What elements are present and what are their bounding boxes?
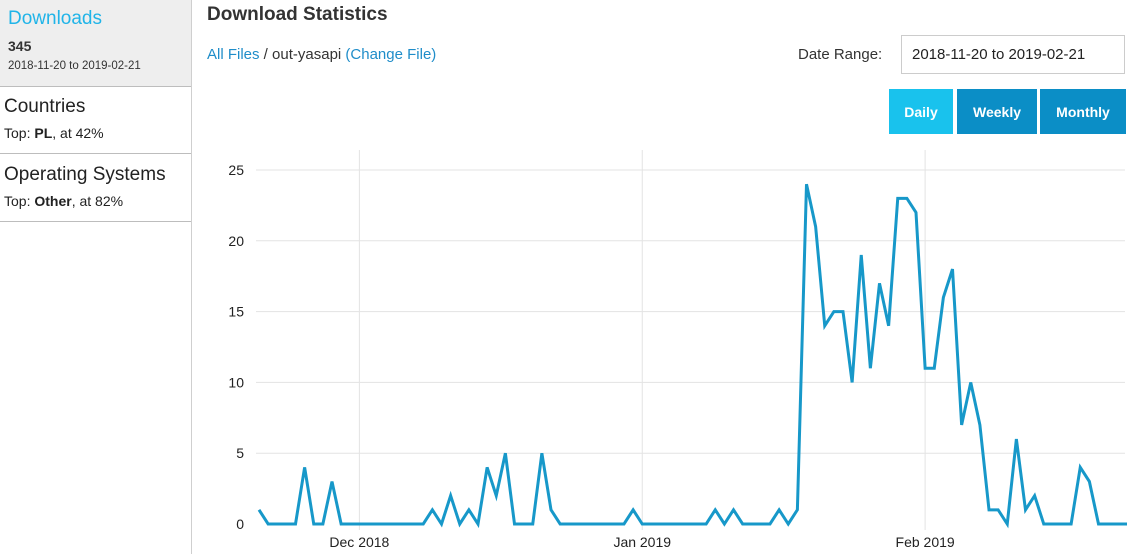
- sidebar-os-title[interactable]: Operating Systems: [4, 164, 166, 185]
- all-files-link[interactable]: All Files: [207, 46, 260, 63]
- monthly-button[interactable]: Monthly: [1040, 89, 1126, 134]
- y-tick-label: 25: [228, 162, 244, 178]
- main-content: Download Statistics All Files / out-yasa…: [193, 0, 1127, 554]
- downloads-count: 345: [8, 38, 32, 54]
- x-tick-label: Dec 2018: [329, 534, 389, 550]
- countries-top-prefix: Top:: [4, 125, 35, 141]
- os-top-prefix: Top:: [4, 193, 35, 209]
- sidebar-countries-title[interactable]: Countries: [4, 96, 86, 117]
- y-tick-label: 20: [228, 233, 244, 249]
- x-tick-label: Feb 2019: [896, 534, 955, 550]
- sidebar-item-operating-systems[interactable]: Operating Systems Top: Other, at 82%: [0, 154, 191, 222]
- page-title: Download Statistics: [207, 4, 388, 25]
- date-range-label: Date Range:: [798, 46, 883, 63]
- os-top-suffix: , at 82%: [71, 193, 124, 209]
- daily-button[interactable]: Daily: [889, 89, 953, 134]
- file-name: out-yasapi: [272, 46, 342, 63]
- sidebar-downloads-title[interactable]: Downloads: [8, 8, 102, 29]
- os-top: Top: Other, at 82%: [4, 193, 191, 209]
- y-tick-label: 10: [228, 374, 244, 390]
- breadcrumb-separator: /: [259, 46, 273, 63]
- os-top-value: Other: [34, 193, 72, 209]
- y-tick-label: 5: [236, 445, 244, 461]
- sidebar-item-downloads[interactable]: Downloads 345 2018-11-20 to 2019-02-21: [0, 0, 191, 87]
- downloads-series-line: [257, 183, 1127, 529]
- downloads-line-chart: 0 5 10 15 20 25 Dec 2018 Jan 2019 Feb 2019: [228, 150, 1127, 550]
- weekly-button[interactable]: Weekly: [957, 89, 1037, 134]
- change-file-link[interactable]: (Change File): [345, 46, 437, 63]
- date-range-input[interactable]: [901, 35, 1125, 74]
- x-tick-label: Jan 2019: [613, 534, 671, 550]
- sidebar-item-countries[interactable]: Countries Top: PL, at 42%: [0, 87, 191, 154]
- downloads-range: 2018-11-20 to 2019-02-21: [8, 60, 141, 72]
- countries-top: Top: PL, at 42%: [4, 125, 191, 141]
- y-tick-label: 0: [236, 516, 244, 532]
- file-breadcrumb: All Files / out-yasapi (Change File): [207, 46, 436, 63]
- sidebar: Downloads 345 2018-11-20 to 2019-02-21 C…: [0, 0, 192, 554]
- countries-top-value: PL: [34, 125, 53, 141]
- y-tick-label: 15: [228, 304, 244, 320]
- countries-top-suffix: , at 42%: [52, 125, 104, 141]
